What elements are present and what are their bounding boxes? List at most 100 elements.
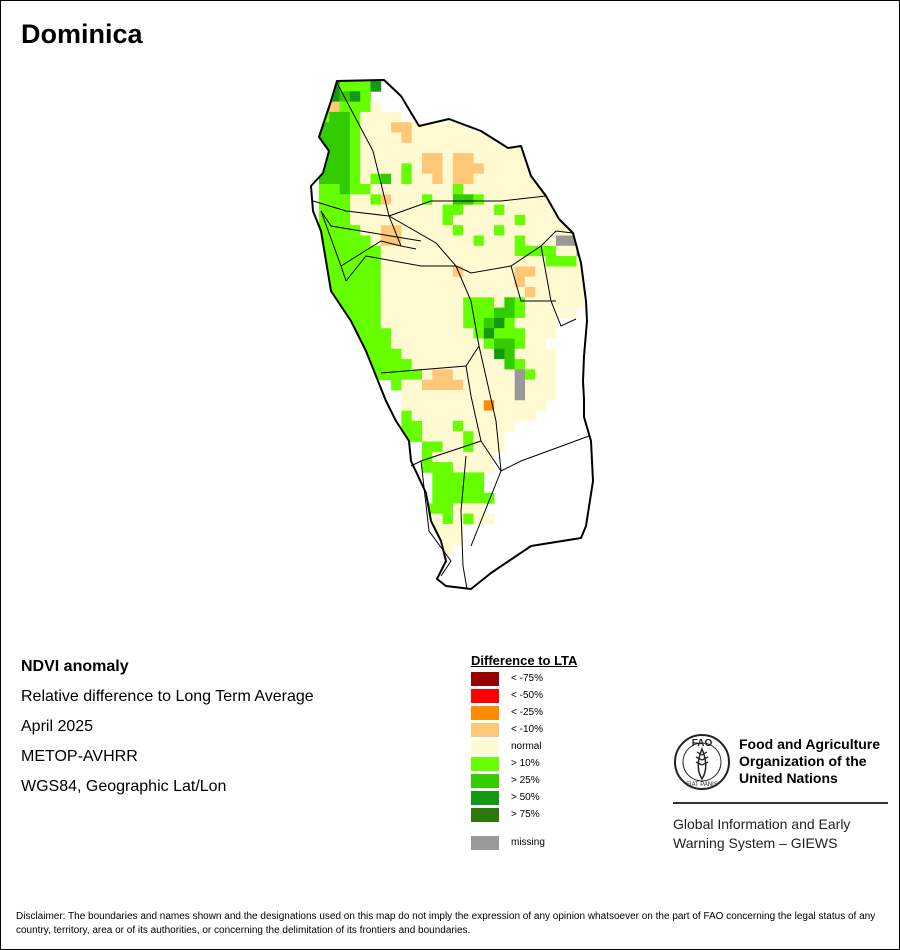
legend-label: > 75% (511, 809, 540, 820)
anomaly-cell (349, 153, 361, 164)
anomaly-cell (535, 307, 546, 319)
anomaly-cell (432, 359, 443, 370)
anomaly-cell (586, 194, 593, 205)
anomaly-cell (504, 420, 516, 432)
anomaly-cell (391, 317, 402, 329)
anomaly-cell (483, 194, 495, 205)
anomaly-cell (463, 493, 474, 504)
anomaly-cell (432, 493, 443, 504)
anomaly-cell (391, 369, 402, 381)
anomaly-cell (504, 204, 516, 216)
anomaly-cell (411, 204, 423, 216)
anomaly-cell (566, 276, 577, 288)
anomaly-cell (504, 297, 516, 308)
anomaly-cell (555, 225, 567, 236)
anomaly-cell (401, 328, 413, 339)
anomaly-cell (463, 122, 474, 133)
anomaly-cell (432, 163, 443, 175)
anomaly-cell (432, 317, 443, 329)
anomaly-cell (473, 163, 485, 175)
anomaly-cell (329, 235, 340, 247)
anomaly-cell (463, 245, 474, 257)
legend-label: normal (511, 741, 542, 752)
anomaly-cell (370, 317, 382, 329)
anomaly-cell (555, 173, 567, 185)
anomaly-cell (422, 225, 433, 236)
anomaly-cell (370, 204, 382, 216)
anomaly-cell (525, 256, 536, 267)
anomaly-cell (494, 153, 505, 164)
anomaly-cell (483, 338, 495, 350)
anomaly-cell (473, 493, 485, 504)
anomaly-cell (360, 204, 371, 216)
anomaly-cell (463, 173, 474, 185)
anomaly-cell (401, 153, 413, 164)
anomaly-cell (514, 194, 526, 205)
anomaly-cell (576, 287, 588, 298)
anomaly-cell (555, 276, 567, 288)
anomaly-cell (494, 441, 505, 453)
anomaly-cell (452, 276, 464, 288)
anomaly-cell (442, 163, 454, 175)
anomaly-cell (370, 81, 382, 92)
anomaly-cell (576, 214, 588, 226)
anomaly-cell (432, 441, 443, 453)
anomaly-cell (380, 214, 392, 226)
anomaly-cell (514, 245, 526, 257)
anomaly-cell (380, 369, 392, 381)
anomaly-cell (514, 379, 526, 391)
anomaly-cell (483, 348, 495, 360)
anomaly-cell (432, 297, 443, 308)
anomaly-cell (349, 256, 361, 267)
anomaly-cell (514, 276, 526, 288)
anomaly-cell (504, 173, 516, 185)
anomaly-cell (401, 359, 413, 370)
anomaly-cell (452, 173, 464, 185)
anomaly-cell (411, 214, 423, 226)
anomaly-cell (483, 317, 495, 329)
anomaly-cell (514, 287, 526, 298)
anomaly-cell (545, 204, 557, 216)
anomaly-cell (422, 462, 433, 473)
anomaly-cell (339, 163, 351, 175)
anomaly-cell (442, 153, 454, 164)
anomaly-cell (370, 184, 382, 195)
anomaly-cell (370, 266, 382, 278)
anomaly-cell (514, 369, 526, 381)
anomaly-cell (514, 235, 526, 247)
anomaly-cell (370, 348, 382, 360)
anomaly-cell (514, 328, 526, 339)
anomaly-cell (411, 297, 423, 308)
anomaly-cell (329, 276, 340, 288)
anomaly-cell (442, 307, 454, 319)
anomaly-cell (411, 266, 423, 278)
anomaly-cell (442, 256, 454, 267)
anomaly-cell (514, 266, 526, 278)
program-name-line: Warning System – GIEWS (673, 835, 838, 851)
anomaly-cell (370, 163, 382, 175)
anomaly-cell (411, 132, 423, 144)
anomaly-cell (329, 173, 340, 185)
anomaly-cell (494, 163, 505, 175)
anomaly-cell (380, 132, 392, 144)
anomaly-cell (422, 173, 433, 185)
anomaly-cell (494, 328, 505, 339)
anomaly-cell (514, 400, 526, 411)
anomaly-cell (525, 297, 536, 308)
anomaly-cell (442, 276, 454, 288)
legend-swatch (471, 672, 499, 686)
anomaly-cell (494, 390, 505, 401)
anomaly-cell (422, 163, 433, 175)
anomaly-cell (535, 359, 546, 370)
anomaly-cell (452, 420, 464, 432)
anomaly-cell (483, 420, 495, 432)
anomaly-cell (380, 317, 392, 329)
anomaly-cell (452, 441, 464, 453)
anomaly-cell (473, 390, 485, 401)
anomaly-cell (442, 122, 454, 133)
anomaly-cell (504, 400, 516, 411)
anomaly-cell (483, 266, 495, 278)
anomaly-cell (525, 379, 536, 391)
anomaly-cell (422, 390, 433, 401)
anomaly-cell (411, 287, 423, 298)
